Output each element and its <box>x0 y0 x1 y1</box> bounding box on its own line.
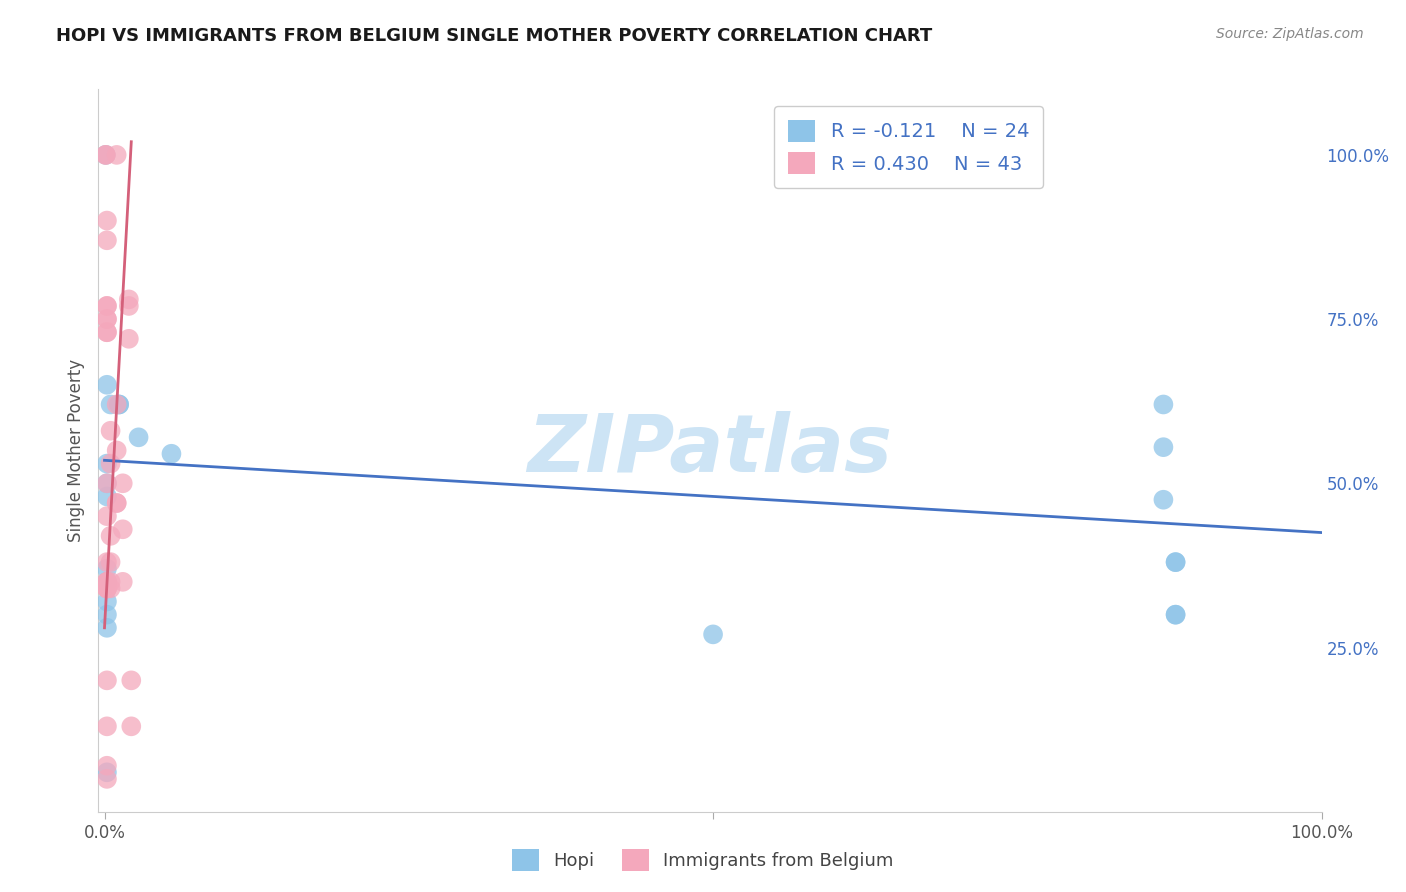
Point <box>96 476 118 491</box>
Point <box>96 673 118 688</box>
Point <box>96 772 118 786</box>
Point <box>111 574 134 589</box>
Point <box>96 594 118 608</box>
Point <box>1164 607 1187 622</box>
Legend: R = -0.121    N = 24, R = 0.430    N = 43: R = -0.121 N = 24, R = 0.430 N = 43 <box>775 106 1043 188</box>
Point <box>96 325 118 339</box>
Point <box>96 582 118 596</box>
Point <box>96 476 118 491</box>
Point <box>94 148 117 162</box>
Point <box>702 627 724 641</box>
Point <box>118 293 141 307</box>
Point <box>94 148 117 162</box>
Point <box>96 312 118 326</box>
Point <box>100 529 122 543</box>
Point <box>100 424 122 438</box>
Point <box>108 397 131 411</box>
Point <box>1164 555 1187 569</box>
Point <box>96 325 118 339</box>
Point <box>118 299 141 313</box>
Point <box>96 582 118 596</box>
Point <box>96 299 118 313</box>
Point <box>96 490 118 504</box>
Point <box>100 457 122 471</box>
Point <box>96 312 118 326</box>
Point <box>111 522 134 536</box>
Point <box>1152 440 1174 454</box>
Point <box>120 673 142 688</box>
Point <box>108 397 131 411</box>
Point <box>1164 607 1187 622</box>
Point <box>96 719 118 733</box>
Point <box>96 582 118 596</box>
Legend: Hopi, Immigrants from Belgium: Hopi, Immigrants from Belgium <box>505 842 901 879</box>
Point <box>96 457 118 471</box>
Point <box>96 574 118 589</box>
Y-axis label: Single Mother Poverty: Single Mother Poverty <box>66 359 84 542</box>
Point <box>105 148 128 162</box>
Point <box>94 148 117 162</box>
Point <box>96 574 118 589</box>
Point <box>96 621 118 635</box>
Point <box>96 555 118 569</box>
Point <box>96 574 118 589</box>
Point <box>111 476 134 491</box>
Point <box>100 582 122 596</box>
Point <box>128 430 150 444</box>
Point <box>96 607 118 622</box>
Point <box>96 299 118 313</box>
Point <box>96 574 118 589</box>
Point <box>96 377 118 392</box>
Point <box>96 562 118 576</box>
Point <box>96 213 118 227</box>
Point <box>1152 492 1174 507</box>
Text: ZIPatlas: ZIPatlas <box>527 411 893 490</box>
Point <box>1164 555 1187 569</box>
Text: HOPI VS IMMIGRANTS FROM BELGIUM SINGLE MOTHER POVERTY CORRELATION CHART: HOPI VS IMMIGRANTS FROM BELGIUM SINGLE M… <box>56 27 932 45</box>
Point <box>100 397 122 411</box>
Point <box>105 496 128 510</box>
Point <box>105 397 128 411</box>
Point <box>96 233 118 247</box>
Point <box>105 443 128 458</box>
Point <box>96 509 118 524</box>
Text: Source: ZipAtlas.com: Source: ZipAtlas.com <box>1216 27 1364 41</box>
Point <box>160 447 183 461</box>
Point <box>118 332 141 346</box>
Point <box>100 555 122 569</box>
Point <box>120 719 142 733</box>
Point <box>1152 397 1174 411</box>
Point <box>96 765 118 780</box>
Point <box>96 758 118 772</box>
Point <box>105 496 128 510</box>
Point <box>96 582 118 596</box>
Point <box>100 574 122 589</box>
